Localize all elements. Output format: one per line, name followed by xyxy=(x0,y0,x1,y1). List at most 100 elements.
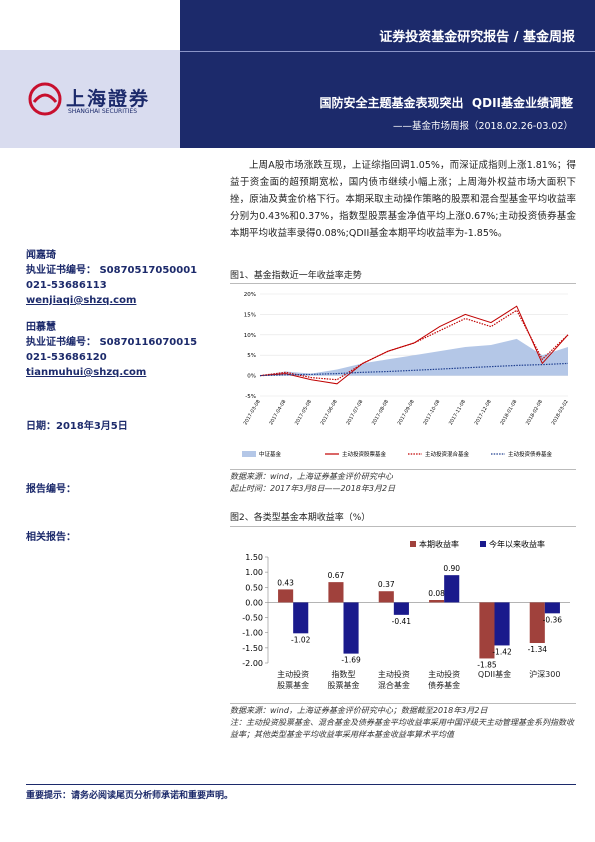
y-tick-label: -5% xyxy=(245,394,256,400)
bar xyxy=(544,602,560,614)
report-subtitle: ——基金市场周报（2018.02.26-03.02） xyxy=(392,121,573,132)
y-tick-label: 5% xyxy=(247,353,256,359)
analyst-1: 闻嘉琦 执业证书编号： S0870517050001 021-53686113 … xyxy=(26,248,226,308)
cert-number: S0870116070015 xyxy=(99,337,198,348)
x-tick-label: 沪深300 xyxy=(529,670,561,679)
figure-note: 起止时间：2017年3月8日——2018年3月2日 xyxy=(230,484,396,493)
x-tick-label: 2017-03-08 xyxy=(243,399,262,426)
bar xyxy=(529,602,545,644)
y-tick-label: 1.50 xyxy=(245,553,263,562)
footer-rule xyxy=(26,784,576,785)
y-tick-label: -1.50 xyxy=(242,644,263,653)
value-label: -1.69 xyxy=(341,656,361,665)
related-reports: 相关报告： xyxy=(26,532,76,543)
legend-label: 中证基金 xyxy=(259,450,282,458)
legend-swatch xyxy=(242,451,256,457)
cert-label: 执业证书编号： xyxy=(26,337,96,348)
report-series: 证券投资基金研究报告 / 基金周报 xyxy=(379,30,575,45)
x-tick-label: 2017-04-08 xyxy=(268,399,287,426)
legend-label: 今年以来收益率 xyxy=(489,539,545,549)
bar xyxy=(494,602,510,646)
value-label: 0.37 xyxy=(378,580,395,589)
figure-note: 数据来源：wind，上海证券基金评价研究中心 xyxy=(230,472,393,481)
y-tick-label: -2.00 xyxy=(242,659,263,668)
y-tick-label: 20% xyxy=(244,292,256,298)
figure: -5% 0% 5% 10% 15% 20% 2017-03-08 2017-04-08 2017… xyxy=(230,283,576,470)
bar xyxy=(393,602,409,615)
line xyxy=(259,305,569,385)
analyst-name: 闻嘉琦 xyxy=(26,250,56,261)
analyst-cert: 执业证书编号： S0870116070015 xyxy=(26,335,226,350)
value-label: -1.34 xyxy=(528,645,548,654)
y-tick-label: 0.50 xyxy=(245,583,263,592)
value-label: 0.67 xyxy=(328,571,345,580)
x-tick-label: 2017-09-08 xyxy=(397,399,416,426)
analyst-2: 田慕慧 执业证书编号： S0870116070015 021-53686120 … xyxy=(26,320,226,380)
value-label: -0.41 xyxy=(392,617,412,626)
value-label: 0.08 xyxy=(428,589,445,598)
legend-swatch xyxy=(480,541,486,547)
x-tick-label: 2017-07-08 xyxy=(345,399,364,426)
line xyxy=(259,362,569,377)
x-tick-label: 2017-11-08 xyxy=(448,399,467,426)
bar xyxy=(429,600,445,603)
x-tick-label: 2018-01-08 xyxy=(499,399,518,426)
report-number: 报告编号： xyxy=(26,484,76,495)
x-tick-label: 2017-10-08 xyxy=(422,399,441,426)
x-tick-label: 2017-08-08 xyxy=(371,399,390,426)
analyst-email[interactable]: tianmuhui@shzq.com xyxy=(26,367,147,378)
y-tick-label: -1.00 xyxy=(242,629,263,638)
analyst-cert: 执业证书编号： S0870517050001 xyxy=(26,263,226,278)
area xyxy=(260,338,568,376)
figure-note: 注：主动投资股票基金、混合基金及债券基金平均收益率采用中国评级天主动管理基金系列… xyxy=(230,718,574,739)
bar xyxy=(479,602,495,659)
value-label: 0.90 xyxy=(443,564,460,573)
legend-label: 主动投资债券基金 xyxy=(508,450,553,458)
legend-label: 本期收益率 xyxy=(419,539,459,549)
logo-mark xyxy=(28,82,62,116)
x-tick-label: 2017-12-08 xyxy=(474,399,493,426)
line xyxy=(259,309,569,381)
x-tick-label: 2018-03-02 xyxy=(551,399,570,426)
x-tick-label: 2017-05-08 xyxy=(294,399,313,426)
value-label: -1.42 xyxy=(492,647,512,656)
x-tick-label: QDII基金 xyxy=(477,670,512,679)
analyst-name: 田慕慧 xyxy=(26,322,56,333)
bar xyxy=(278,589,294,603)
report-title: 国防安全主题基金表现突出 QDII基金业绩调整 xyxy=(319,96,573,110)
analyst-phone: 021-53686113 xyxy=(26,280,107,291)
bar xyxy=(293,602,309,634)
value-label: -0.36 xyxy=(543,615,563,624)
bar xyxy=(328,582,344,603)
figure-caption: 图2、各类型基金本期收益率（%） xyxy=(230,513,371,523)
figure-note: 数据来源：wind，上海证券基金评价研究中心；数据截至2018年3月2日 xyxy=(230,706,488,715)
x-tick-label: 2017-06-08 xyxy=(320,399,339,426)
y-tick-label: 0.00 xyxy=(245,598,263,607)
x-tick-label: 2018-02-08 xyxy=(525,399,544,426)
y-tick-label: 1.00 xyxy=(245,568,263,577)
y-tick-label: 0% xyxy=(247,374,256,380)
report-date: 日期：2018年3月5日 xyxy=(26,421,128,432)
x-tick-label: 主动投资 债券基金 xyxy=(428,670,461,690)
figure-caption: 图1、基金指数近一年收益率走势 xyxy=(230,271,362,281)
footer-note: 重要提示：请务必阅读尾页分析师承诺和重要声明。 xyxy=(26,791,234,801)
legend-label: 主动投资混合基金 xyxy=(425,450,470,458)
value-label: -1.02 xyxy=(291,635,311,644)
cert-number: S0870517050001 xyxy=(99,265,198,276)
header-band xyxy=(180,0,595,148)
y-tick-label: 15% xyxy=(244,312,256,318)
legend-label: 主动投资股票基金 xyxy=(342,450,387,458)
chart: -2.00 -1.50 -1.00 -0.50 0.00 0.50 1.00 1.50 0.43… xyxy=(242,539,570,669)
analyst-email[interactable]: wenjiaqi@shzq.com xyxy=(26,295,137,306)
summary: 上周A股市场涨跌互现，上证综指回调1.05%，而深证成指则上涨1.81%；得益于… xyxy=(230,160,576,239)
legend-swatch xyxy=(410,541,416,547)
logo-english: SHANGHAI SECURITIES xyxy=(68,108,138,115)
header-rule xyxy=(180,51,595,52)
x-tick-label: 主动投资 股票基金 xyxy=(277,670,310,690)
value-label: -1.85 xyxy=(477,660,497,669)
chart: -5% 0% 5% 10% 15% 20% 2017-03-08 2017-04-08 2017… xyxy=(242,292,570,458)
analyst-phone: 021-53686120 xyxy=(26,352,107,363)
y-tick-label: -0.50 xyxy=(242,614,263,623)
x-tick-label: 主动投资 混合基金 xyxy=(377,670,410,690)
